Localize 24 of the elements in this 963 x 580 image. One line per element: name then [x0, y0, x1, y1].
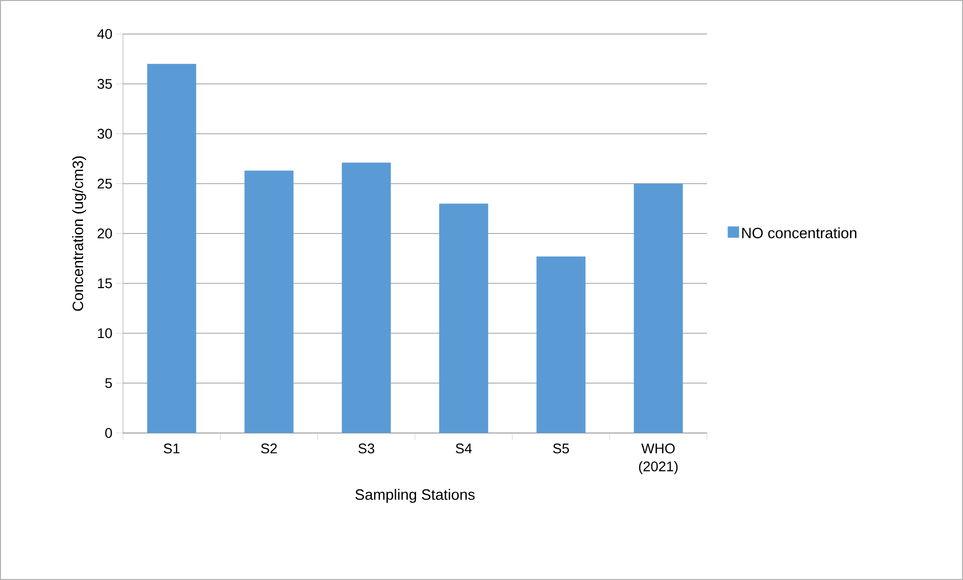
bar	[244, 170, 294, 433]
x-tick-label: S4	[456, 444, 472, 454]
y-axis-title: Concentration (ug/cm3)	[72, 156, 86, 311]
x-tick-label: S1	[164, 444, 180, 454]
x-axis-title: Sampling Stations	[355, 488, 475, 503]
x-tick-label: S3	[358, 444, 374, 454]
bar	[342, 162, 391, 433]
y-tick-label: 20	[98, 228, 112, 238]
y-tick-label: 10	[98, 328, 112, 338]
y-tick-label: 15	[98, 278, 112, 288]
x-tick-label: S2	[261, 444, 277, 454]
bar	[634, 184, 683, 433]
legend-label: NO concentration	[742, 227, 856, 238]
bar	[147, 64, 196, 433]
y-tick-label: 40	[97, 29, 112, 39]
y-tick-label: 5	[105, 378, 112, 388]
bar	[439, 204, 488, 433]
y-tick-label: 30	[98, 128, 112, 139]
y-tick-label: 35	[98, 78, 112, 89]
y-tick-label: 25	[98, 178, 112, 189]
y-tick-label: 0	[105, 428, 112, 438]
x-tick-label: S5	[553, 444, 569, 454]
x-tick-label: WHO (2021)	[639, 444, 678, 474]
bar	[536, 256, 586, 433]
